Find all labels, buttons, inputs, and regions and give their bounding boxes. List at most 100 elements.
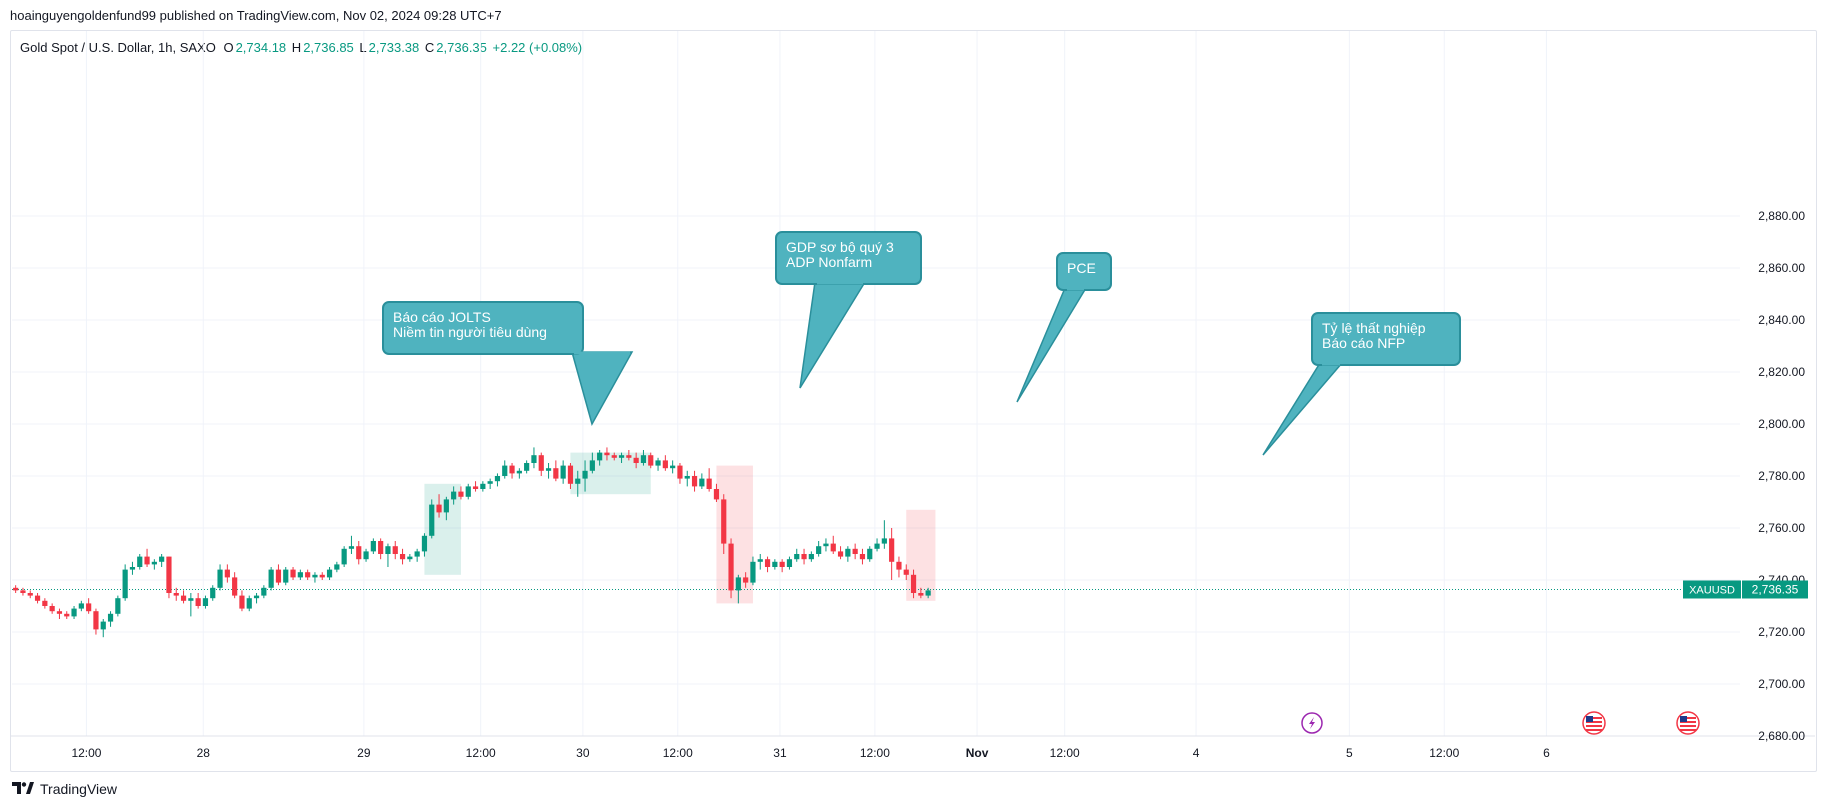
candle-body	[582, 470, 588, 479]
candle-body	[808, 554, 814, 560]
last-price-badge	[1742, 580, 1808, 599]
event-highlight-box	[906, 509, 936, 601]
candle-body	[750, 561, 756, 583]
ticker-badge-text: XAUUSD	[1689, 584, 1735, 596]
candle-body	[494, 476, 501, 482]
callout-pointer	[571, 351, 634, 426]
candle-body	[859, 554, 866, 560]
x-tick-label: 12:00	[860, 746, 890, 760]
candle-body	[20, 590, 26, 593]
candle-body	[662, 460, 668, 469]
candle-body	[56, 611, 63, 614]
flag-stripe	[1680, 717, 1696, 719]
x-tick-label: 12:00	[1050, 746, 1080, 760]
callout-bubble[interactable]	[1311, 312, 1461, 366]
candle-body	[370, 541, 376, 552]
candle-body	[42, 600, 48, 606]
candle-body	[655, 460, 661, 466]
candle-body	[326, 569, 333, 578]
candle-body	[86, 603, 92, 612]
candle-body	[889, 538, 895, 562]
candle-body	[830, 543, 836, 552]
y-tick-label: 2,720.00	[1758, 625, 1805, 639]
candle-body	[918, 593, 924, 596]
candle-body	[421, 535, 428, 552]
candle-body	[684, 476, 690, 479]
candle-body	[378, 541, 384, 554]
candle-body	[816, 546, 822, 554]
candle-body	[604, 452, 610, 456]
candle-body	[261, 587, 267, 596]
candle-body	[823, 543, 829, 547]
candle-body	[837, 551, 844, 557]
candle-body	[589, 460, 595, 471]
candle-body	[801, 554, 807, 560]
candle-body	[560, 465, 566, 479]
callout-bubble[interactable]	[382, 301, 584, 355]
candle-body	[180, 595, 187, 601]
candle-body	[34, 595, 41, 601]
flag-stripe	[1680, 725, 1696, 727]
candle-body	[443, 499, 449, 513]
candle-body	[472, 486, 479, 489]
candle-body	[27, 593, 33, 596]
candle-body	[224, 569, 230, 578]
candle-body	[487, 481, 493, 484]
candle-body	[575, 478, 581, 484]
candle-body	[436, 504, 442, 513]
candle-body	[290, 569, 296, 578]
footer-brand[interactable]: TradingView	[40, 781, 118, 797]
candle-body	[93, 611, 99, 630]
candle-body	[743, 577, 749, 583]
candle-body	[706, 478, 712, 489]
flag-canton	[1586, 716, 1593, 722]
close-label: C	[424, 40, 435, 55]
candle-body	[399, 554, 406, 560]
y-tick-label: 2,760.00	[1758, 521, 1805, 535]
candle-body	[122, 569, 128, 599]
x-tick-label: 5	[1346, 746, 1353, 760]
candle-body	[268, 569, 274, 588]
footer: TradingView	[12, 781, 117, 797]
candle-body	[896, 561, 902, 570]
candle-body	[166, 556, 172, 593]
candle-body	[852, 548, 858, 554]
low-value: 2,733.38	[368, 40, 420, 55]
candle-body	[524, 463, 530, 471]
callout-text: PCE	[1067, 260, 1096, 276]
y-tick-label: 2,780.00	[1758, 469, 1805, 483]
candle-body	[49, 606, 55, 612]
candle-body	[107, 613, 114, 622]
last-price-badge-text: 2,736.35	[1752, 582, 1799, 596]
y-tick-label: 2,840.00	[1758, 313, 1805, 327]
candle-body	[129, 567, 136, 570]
open-value: 2,734.18	[235, 40, 287, 55]
candle-body	[757, 559, 763, 562]
candle-body	[217, 569, 223, 588]
candle-body	[195, 598, 201, 606]
symbol-label[interactable]: Gold Spot / U.S. Dollar, 1h, SAXO	[20, 40, 216, 55]
x-tick-label: 12:00	[1429, 746, 1459, 760]
callout-text: ADP Nonfarm	[786, 254, 872, 270]
candle-body	[903, 569, 909, 575]
candle-body	[392, 546, 398, 554]
candle-body	[451, 491, 457, 500]
lightning-glyph	[1309, 717, 1315, 729]
callout-text: Niềm tin người tiêu dùng	[393, 324, 547, 340]
flag-canton	[1680, 716, 1687, 722]
candle-body	[531, 455, 537, 463]
y-tick-label: 2,820.00	[1758, 365, 1805, 379]
candle-body	[611, 455, 617, 458]
flag-stripe	[1586, 717, 1602, 719]
candle-body	[509, 465, 515, 474]
callout-pointer	[1262, 362, 1344, 456]
candle-body	[699, 478, 705, 487]
candle-body	[232, 577, 238, 596]
candle-body	[348, 546, 355, 549]
candle-body	[341, 548, 347, 565]
y-tick-label: 2,880.00	[1758, 209, 1805, 223]
high-label: H	[291, 40, 302, 55]
candle-body	[545, 468, 552, 471]
candle-body	[458, 491, 464, 497]
